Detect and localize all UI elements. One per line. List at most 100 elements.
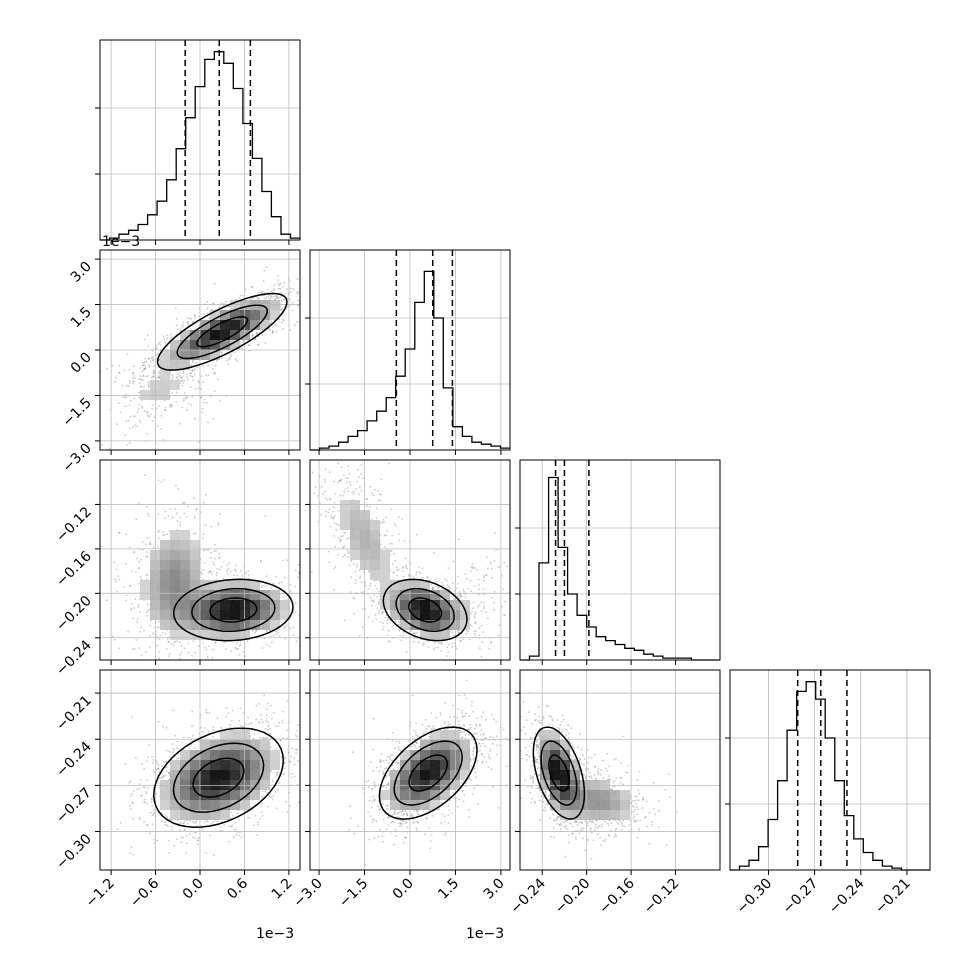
scatter-point xyxy=(402,631,405,634)
scatter-point xyxy=(176,376,179,378)
scatter-point xyxy=(145,505,148,508)
scatter-point xyxy=(226,569,229,572)
scatter-point xyxy=(147,787,150,790)
scatter-point xyxy=(182,501,185,504)
scatter-point xyxy=(464,573,467,575)
scatter-point xyxy=(381,521,384,523)
scatter-point xyxy=(175,318,178,320)
scatter-point xyxy=(407,573,410,576)
scatter-point xyxy=(491,577,493,579)
scatter-point xyxy=(216,571,218,574)
scatter-point xyxy=(258,721,261,724)
scatter-point xyxy=(176,640,179,643)
scatter-point xyxy=(186,835,188,837)
scatter-point xyxy=(451,646,453,649)
scatter-point xyxy=(202,642,204,644)
scatter-point xyxy=(320,486,323,488)
scatter-point xyxy=(144,364,146,367)
scatter-point xyxy=(448,585,450,588)
scatter-point xyxy=(136,411,139,414)
scatter-point xyxy=(452,582,454,585)
scatter-point xyxy=(371,600,374,602)
scatter-point xyxy=(466,588,469,590)
scatter-point xyxy=(179,382,182,385)
scatter-point xyxy=(493,601,495,604)
scatter-point xyxy=(151,376,153,379)
scatter-point xyxy=(296,749,298,751)
scatter-point xyxy=(375,507,378,510)
scatter-point xyxy=(138,377,141,380)
scatter-point xyxy=(377,603,380,605)
scatter-point xyxy=(431,588,434,590)
scatter-point xyxy=(478,584,480,586)
scatter-point xyxy=(343,531,345,534)
scatter-point xyxy=(218,557,221,560)
scatter-point xyxy=(438,642,440,644)
scatter-point xyxy=(170,405,173,408)
scatter-point xyxy=(398,533,400,535)
scatter-point xyxy=(392,624,395,627)
scatter-point xyxy=(198,645,200,648)
scatter-point xyxy=(283,625,286,628)
scatter-point xyxy=(153,838,155,841)
scatter-point xyxy=(221,357,224,360)
scatter-point xyxy=(115,568,118,571)
scatter-point xyxy=(238,719,241,722)
scatter-point xyxy=(164,774,167,777)
scatter-point xyxy=(185,842,188,845)
scatter-point xyxy=(431,586,434,589)
scatter-point xyxy=(147,383,150,385)
scatter-point xyxy=(212,302,215,305)
scatter-point xyxy=(156,425,159,428)
scatter-point xyxy=(478,627,481,629)
scatter-point xyxy=(280,309,283,312)
scatter-point xyxy=(123,396,126,399)
scatter-point xyxy=(254,338,257,340)
scatter-point xyxy=(132,380,135,383)
scatter-point xyxy=(171,826,173,828)
scatter-point xyxy=(353,490,356,493)
scatter-point xyxy=(276,788,279,791)
scatter-point xyxy=(203,549,206,552)
scatter-point xyxy=(470,590,473,592)
scatter-point xyxy=(141,370,144,373)
scatter-point xyxy=(333,506,336,509)
scatter-point xyxy=(328,508,331,511)
scatter-point xyxy=(443,578,446,581)
scatter-point xyxy=(440,642,443,645)
scatter-point xyxy=(182,822,185,825)
scatter-point xyxy=(133,377,136,379)
scatter-point xyxy=(506,565,508,568)
scatter-point xyxy=(210,525,213,528)
scatter-point xyxy=(320,513,322,516)
scatter-point xyxy=(400,639,403,642)
scatter-point xyxy=(292,626,295,629)
scatter-point xyxy=(352,493,355,495)
scatter-point xyxy=(169,405,172,408)
scatter-point xyxy=(169,508,172,510)
scatter-point xyxy=(267,725,270,728)
scatter-point xyxy=(205,374,207,377)
scatter-point xyxy=(203,501,205,504)
scatter-point xyxy=(151,359,154,362)
scatter-point xyxy=(265,630,268,632)
scatter-point xyxy=(163,338,166,340)
scatter-point xyxy=(235,828,237,831)
scatter-point xyxy=(136,620,138,623)
scatter-point xyxy=(375,618,378,621)
scatter-point xyxy=(226,573,229,575)
scatter-point xyxy=(387,619,389,621)
scatter-point xyxy=(168,852,170,854)
scatter-point xyxy=(449,587,452,589)
scatter-point xyxy=(289,329,291,332)
scatter-point xyxy=(474,622,476,625)
scatter-point xyxy=(349,591,352,593)
scatter-point xyxy=(132,380,135,383)
scatter-point xyxy=(160,776,163,778)
scatter-point xyxy=(260,714,262,716)
scatter-point xyxy=(229,723,231,726)
scatter-point xyxy=(144,651,147,653)
scatter-point xyxy=(272,331,274,334)
scatter-point xyxy=(141,407,143,409)
